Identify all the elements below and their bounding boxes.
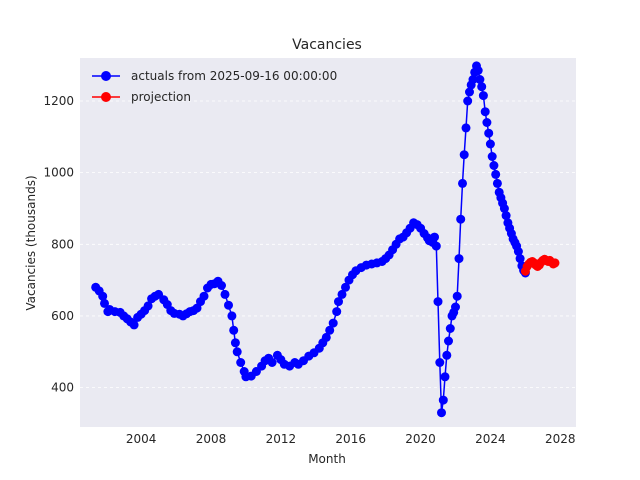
series-0-point-117 bbox=[473, 66, 483, 75]
x-tick-label-1: 2008 bbox=[196, 432, 227, 446]
y-axis-ticks: 400 600 800 1000 1200 bbox=[43, 94, 74, 395]
y-tick-label-0: 400 bbox=[51, 381, 74, 395]
series-0-point-120 bbox=[478, 91, 488, 101]
plot-area bbox=[80, 58, 576, 427]
series-0-point-133 bbox=[501, 211, 511, 221]
series-0-point-122 bbox=[482, 118, 492, 127]
series-0-point-100 bbox=[444, 336, 453, 346]
x-axis-label: Month bbox=[308, 452, 346, 466]
legend-label-actuals: actuals from 2025-09-16 00:00:00 bbox=[131, 69, 337, 83]
series-0-point-110 bbox=[461, 123, 471, 133]
series-0-point-123 bbox=[484, 128, 494, 138]
series-0-point-38 bbox=[227, 311, 237, 321]
series-0-point-111 bbox=[463, 96, 473, 106]
series-0-point-15 bbox=[143, 301, 153, 311]
legend-label-projection: projection bbox=[131, 90, 191, 104]
legend-marker-actuals bbox=[101, 71, 111, 81]
series-0-point-112 bbox=[465, 87, 474, 97]
series-1-point-17 bbox=[550, 258, 560, 268]
grid-lines bbox=[80, 100, 576, 388]
series-0-point-107 bbox=[456, 214, 466, 224]
series-0-point-98 bbox=[440, 372, 450, 382]
series-0-point-124 bbox=[485, 139, 495, 149]
series-0-point-101 bbox=[445, 324, 455, 333]
series-0-point-108 bbox=[458, 178, 467, 188]
series-0-point-2 bbox=[98, 291, 108, 301]
series-0-point-11 bbox=[129, 320, 139, 330]
series-0-point-140 bbox=[513, 247, 523, 256]
series-0-point-104 bbox=[451, 302, 460, 312]
y-tick-label-2: 800 bbox=[51, 237, 74, 251]
series-0-point-30 bbox=[199, 291, 209, 301]
series-0-point-42 bbox=[236, 358, 246, 367]
y-tick-label-1: 600 bbox=[51, 309, 74, 323]
series-0-point-35 bbox=[217, 281, 226, 290]
series-0-point-118 bbox=[475, 75, 485, 84]
series-0-point-97 bbox=[438, 395, 448, 405]
series-0-point-99 bbox=[442, 350, 452, 360]
series-0-point-109 bbox=[459, 150, 469, 160]
series-0-point-63 bbox=[325, 325, 335, 335]
series-0-point-66 bbox=[334, 297, 343, 307]
series-0-point-67 bbox=[337, 289, 347, 299]
series-0-point-92 bbox=[430, 232, 439, 242]
series-0-point-94 bbox=[433, 297, 443, 307]
series-0-point-37 bbox=[224, 300, 233, 310]
series-0-point-96 bbox=[437, 408, 446, 418]
x-tick-label-0: 2004 bbox=[126, 432, 157, 446]
series-layer bbox=[91, 61, 560, 418]
chart-title: Vacancies bbox=[292, 37, 362, 53]
series-0-point-41 bbox=[232, 347, 242, 357]
legend-marker-projection bbox=[101, 92, 111, 102]
series-0-point-3 bbox=[100, 298, 109, 308]
x-tick-label-5: 2024 bbox=[475, 432, 506, 446]
series-0-point-141 bbox=[515, 254, 525, 264]
x-tick-label-6: 2028 bbox=[545, 432, 576, 446]
series-0-point-40 bbox=[230, 338, 240, 348]
series-0-point-93 bbox=[431, 241, 441, 251]
y-axis-label: Vacancies (thousands) bbox=[24, 175, 38, 310]
y-tick-label-4: 1200 bbox=[43, 94, 74, 108]
series-0-point-132 bbox=[499, 204, 509, 213]
legend: actuals from 2025-09-16 00:00:00 project… bbox=[92, 69, 337, 104]
series-0-point-126 bbox=[489, 161, 499, 170]
series-0-point-114 bbox=[468, 75, 478, 84]
series-0-point-105 bbox=[452, 291, 462, 301]
series-0-point-62 bbox=[321, 332, 331, 342]
series-0-point-39 bbox=[229, 325, 239, 335]
series-0-point-50 bbox=[267, 358, 277, 367]
series-0-point-95 bbox=[435, 358, 445, 367]
series-0-point-36 bbox=[220, 289, 230, 299]
x-tick-label-3: 2016 bbox=[335, 432, 366, 446]
series-0-point-65 bbox=[332, 307, 342, 317]
x-axis-ticks: 2004 2008 2012 2016 2020 2024 2028 bbox=[126, 432, 576, 446]
y-tick-label-3: 1000 bbox=[43, 166, 74, 180]
series-0-point-128 bbox=[492, 178, 502, 188]
series-0-point-125 bbox=[487, 152, 497, 161]
x-tick-label-4: 2020 bbox=[405, 432, 436, 446]
series-0-point-127 bbox=[491, 169, 501, 179]
series-0-point-64 bbox=[328, 318, 338, 328]
series-0-point-106 bbox=[454, 254, 464, 264]
x-tick-label-2: 2012 bbox=[266, 432, 297, 446]
series-0-point-121 bbox=[480, 107, 490, 117]
series-0-point-119 bbox=[477, 82, 487, 92]
series-0-point-68 bbox=[341, 282, 350, 292]
